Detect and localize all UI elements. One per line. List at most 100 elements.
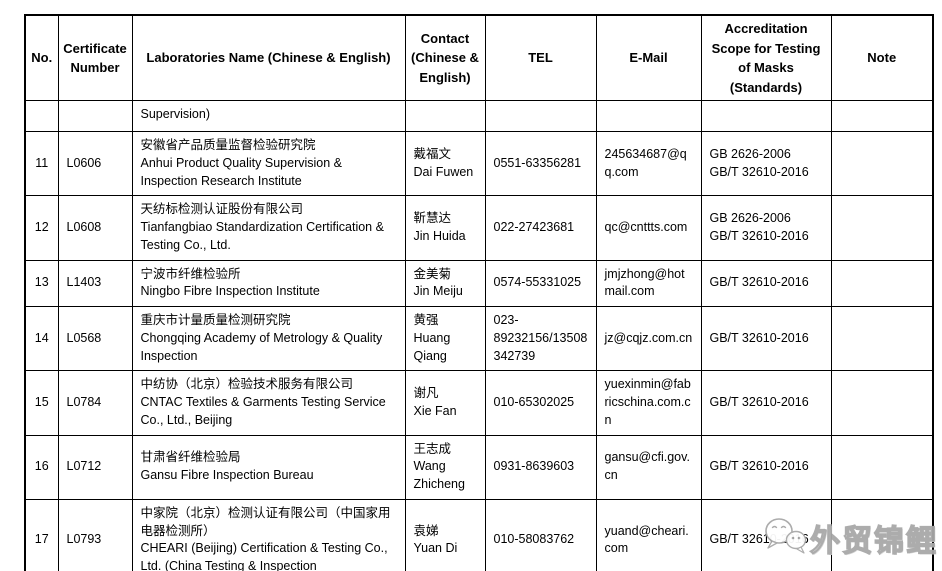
table-row: 15 L0784 中纺协（北京）检验技术服务有限公司 CNTAC Textile… <box>24 370 934 436</box>
cell-laboratory-name: 中家院（北京）检测认证有限公司（中国家用电器检测所） CHEARI (Beiji… <box>131 498 406 571</box>
cell-tel: 023-89232156/13508342739 <box>484 305 597 372</box>
header-contact: Contact (Chinese & English) <box>404 14 486 101</box>
laboratory-name-english: Gansu Fibre Inspection Bureau <box>140 468 314 483</box>
cell-tel: 0931-8639603 <box>484 434 597 500</box>
cell-laboratory-name: 重庆市计量质量检测研究院 Chongqing Academy of Metrol… <box>131 305 406 372</box>
table-row: 12 L0608 天纺标检测认证股份有限公司 Tianfangbiao Stan… <box>24 195 934 261</box>
laboratory-name-english: Ningbo Fibre Inspection Institute <box>140 284 320 299</box>
cell-row-number <box>24 100 59 132</box>
cell-note <box>830 195 934 261</box>
header-accreditation-scope: Accreditation Scope for Testing of Masks… <box>700 14 832 101</box>
cell-certificate-number: L0793 <box>57 498 133 571</box>
cell-contact: 金美菊 Jin Meiju <box>404 259 486 307</box>
table-row: 14 L0568 重庆市计量质量检测研究院 Chongqing Academy … <box>24 305 934 372</box>
cell-email: jmjzhong@hotmail.com <box>595 259 702 307</box>
cell-accreditation-scope: GB/T 32610-2016 <box>700 259 832 307</box>
cell-contact: 戴福文 Dai Fuwen <box>404 130 486 197</box>
cell-email: yuexinmin@fabricschina.com.cn <box>595 370 702 436</box>
cell-certificate-number: L0608 <box>57 195 133 261</box>
contact-name-english: Xie Fan <box>413 403 457 418</box>
cell-tel: 022-27423681 <box>484 195 597 261</box>
cell-note <box>830 434 934 500</box>
cell-contact: 谢凡 Xie Fan <box>404 370 486 436</box>
laboratory-name-chinese: 重庆市计量质量检测研究院 <box>140 313 291 327</box>
laboratory-name-chinese: 安徽省产品质量监督检验研究院 <box>140 138 316 152</box>
cell-laboratory-name: 中纺协（北京）检验技术服务有限公司 CNTAC Textiles & Garme… <box>131 370 406 436</box>
contact-name-english: Jin Huida <box>413 228 466 243</box>
laboratory-name-english: Supervision) <box>140 107 210 121</box>
table-row: 17 L0793 中家院（北京）检测认证有限公司（中国家用电器检测所） CHEA… <box>24 498 934 571</box>
cell-note <box>830 130 934 197</box>
laboratory-name-chinese: 中家院（北京）检测认证有限公司（中国家用电器检测所） <box>140 505 391 538</box>
cell-row-number: 16 <box>24 434 59 500</box>
laboratory-name-english: CNTAC Textiles & Garments Testing Servic… <box>140 395 386 427</box>
contact-name-english: Yuan Di <box>413 541 458 556</box>
cell-row-number: 15 <box>24 370 59 436</box>
laboratory-name-chinese: 中纺协（北京）检验技术服务有限公司 <box>140 377 354 392</box>
contact-name-chinese: 王志成 <box>413 441 452 456</box>
cell-tel: 010-58083762 <box>484 498 597 571</box>
cell-tel: 010-65302025 <box>484 370 597 436</box>
cell-laboratory-name: 安徽省产品质量监督检验研究院 Anhui Product Quality Sup… <box>131 130 406 197</box>
header-certificate-number: Certificate Number <box>57 14 133 101</box>
contact-name-chinese: 黄强 <box>413 313 439 327</box>
cell-note <box>830 498 934 571</box>
cell-contact: 靳慧达 Jin Huida <box>404 195 486 261</box>
cell-row-number: 17 <box>24 498 59 571</box>
header-no: No. <box>24 14 59 101</box>
header-row: No. Certificate Number Laboratories Name… <box>24 14 934 101</box>
table-row: Supervision) <box>24 100 934 132</box>
cell-contact: 王志成 Wang Zhicheng <box>404 434 486 500</box>
laboratory-name-chinese: 天纺标检测认证股份有限公司 <box>140 202 304 217</box>
accredited-labs-table: No. Certificate Number Laboratories Name… <box>24 14 934 571</box>
header-note: Note <box>830 14 934 101</box>
header-laboratories-name: Laboratories Name (Chinese & English) <box>131 14 406 101</box>
cell-email <box>595 100 702 132</box>
cell-accreditation-scope: GB/T 32610-2016 <box>700 434 832 500</box>
cell-row-number: 14 <box>24 305 59 372</box>
cell-note <box>830 305 934 372</box>
cell-accreditation-scope <box>700 100 832 132</box>
cell-laboratory-name: 天纺标检测认证股份有限公司 Tianfangbiao Standardizati… <box>131 195 406 261</box>
cell-tel: 0551-63356281 <box>484 130 597 197</box>
contact-name-chinese: 戴福文 <box>413 146 452 161</box>
table-row: 11 L0606 安徽省产品质量监督检验研究院 Anhui Product Qu… <box>24 130 934 197</box>
cell-certificate-number: L0568 <box>57 305 133 372</box>
cell-laboratory-name: 甘肃省纤维检验局 Gansu Fibre Inspection Bureau <box>131 434 406 500</box>
cell-note <box>830 370 934 436</box>
contact-name-english: Wang Zhicheng <box>413 459 465 491</box>
contact-name-english: Jin Meiju <box>413 284 463 299</box>
cell-email: yuand@cheari.com <box>595 498 702 571</box>
cell-email: jz@cqjz.com.cn <box>595 305 702 372</box>
cell-accreditation-scope: GB/T 32610-2016 <box>700 305 832 372</box>
cell-row-number: 12 <box>24 195 59 261</box>
cell-contact: 袁娣 Yuan Di <box>404 498 486 571</box>
cell-laboratory-name: Supervision) <box>131 100 406 132</box>
laboratory-name-english: Anhui Product Quality Supervision & Insp… <box>140 155 343 188</box>
contact-name-chinese: 金美菊 <box>413 266 452 281</box>
laboratory-name-english: Tianfangbiao Standardization Certificati… <box>140 220 384 252</box>
laboratory-name-chinese: 宁波市纤维检验所 <box>140 266 241 281</box>
cell-accreditation-scope: GB/T 32610-2016 <box>700 498 832 571</box>
header-email: E-Mail <box>595 14 702 101</box>
cell-tel: 0574-55331025 <box>484 259 597 307</box>
cell-row-number: 13 <box>24 259 59 307</box>
laboratory-name-english: Chongqing Academy of Metrology & Quality… <box>140 330 383 363</box>
cell-contact <box>404 100 486 132</box>
contact-name-chinese: 谢凡 <box>413 386 439 401</box>
cell-certificate-number: L0606 <box>57 130 133 197</box>
cell-email: qc@cnttts.com <box>595 195 702 261</box>
laboratory-name-english: CHEARI (Beijing) Certification & Testing… <box>140 541 388 571</box>
contact-name-english: Huang Qiang <box>413 330 451 363</box>
cell-tel <box>484 100 597 132</box>
cell-certificate-number: L1403 <box>57 259 133 307</box>
cell-note <box>830 100 934 132</box>
contact-name-english: Dai Fuwen <box>413 164 474 179</box>
cell-contact: 黄强 Huang Qiang <box>404 305 486 372</box>
table-row: 16 L0712 甘肃省纤维检验局 Gansu Fibre Inspection… <box>24 434 934 500</box>
cell-certificate-number: L0784 <box>57 370 133 436</box>
header-tel: TEL <box>484 14 597 101</box>
cell-row-number: 11 <box>24 130 59 197</box>
table-body: Supervision) 11 L0606 安徽省产品质量监督检验研究院 Anh… <box>24 100 934 571</box>
